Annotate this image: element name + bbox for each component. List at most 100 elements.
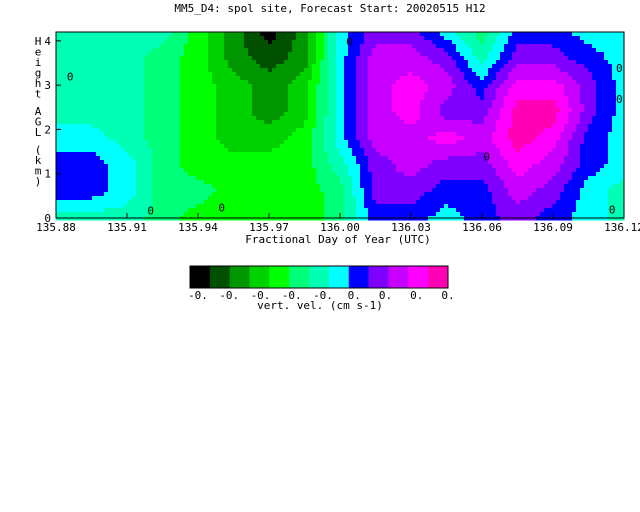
heatmap-cell (56, 156, 61, 161)
heatmap-cell (108, 80, 113, 85)
heatmap-cell (508, 44, 513, 49)
heatmap-cell (272, 136, 277, 141)
heatmap-cell (460, 72, 465, 77)
heatmap-cell (240, 160, 245, 165)
heatmap-cell (120, 84, 125, 89)
heatmap-cell (276, 108, 281, 113)
heatmap-cell (540, 76, 545, 81)
heatmap-cell (260, 40, 265, 45)
heatmap-cell (564, 40, 569, 45)
heatmap-cell (612, 44, 617, 49)
heatmap-cell (56, 56, 61, 61)
heatmap-cell (116, 128, 121, 133)
heatmap-cell (296, 156, 301, 161)
heatmap-cell (568, 36, 573, 41)
heatmap-cell (180, 52, 185, 57)
heatmap-cell (604, 88, 609, 93)
heatmap-cell (320, 68, 325, 73)
heatmap-cell (296, 88, 301, 93)
heatmap-cell (216, 132, 221, 137)
heatmap-cell (500, 48, 505, 53)
heatmap-cell (136, 88, 141, 93)
heatmap-cell (580, 56, 585, 61)
heatmap-cell (124, 140, 129, 145)
heatmap-cell (240, 88, 245, 93)
heatmap-cell (376, 68, 381, 73)
heatmap-cell (584, 72, 589, 77)
heatmap-cell (576, 76, 581, 81)
heatmap-cell (276, 52, 281, 57)
heatmap-cell (232, 32, 237, 37)
heatmap-cell (552, 136, 557, 141)
heatmap-cell (368, 112, 373, 117)
heatmap-cell (548, 128, 553, 133)
heatmap-cell (508, 84, 513, 89)
heatmap-cell (496, 156, 501, 161)
heatmap-cell (160, 48, 165, 53)
heatmap-cell (592, 40, 597, 45)
heatmap-cell (364, 60, 369, 65)
heatmap-cell (240, 40, 245, 45)
heatmap-cell (252, 152, 257, 157)
heatmap-cell (420, 68, 425, 73)
heatmap-cell (60, 40, 65, 45)
heatmap-cell (284, 40, 289, 45)
heatmap-cell (352, 60, 357, 65)
heatmap-cell (568, 108, 573, 113)
heatmap-cell (308, 108, 313, 113)
heatmap-cell (524, 148, 529, 153)
heatmap-cell (152, 164, 157, 169)
heatmap-cell (360, 112, 365, 117)
heatmap-cell (520, 40, 525, 45)
heatmap-cell (456, 80, 461, 85)
heatmap-cell (568, 40, 573, 45)
heatmap-cell (84, 40, 89, 45)
heatmap-cell (208, 56, 213, 61)
heatmap-cell (100, 136, 105, 141)
heatmap-cell (344, 56, 349, 61)
heatmap-cell (184, 140, 189, 145)
heatmap-cell (424, 84, 429, 89)
heatmap-cell (204, 164, 209, 169)
heatmap-cell (476, 80, 481, 85)
heatmap-cell (320, 128, 325, 133)
heatmap-cell (60, 172, 65, 177)
heatmap-cell (404, 160, 409, 165)
heatmap-cell (348, 136, 353, 141)
heatmap-cell (464, 72, 469, 77)
heatmap-cell (488, 56, 493, 61)
heatmap-cell (444, 92, 449, 97)
heatmap-cell (280, 156, 285, 161)
heatmap-cell (200, 164, 205, 169)
heatmap-cell (68, 52, 73, 57)
heatmap-cell (412, 116, 417, 121)
heatmap-cell (244, 32, 249, 37)
heatmap-cell (472, 40, 477, 45)
heatmap-cell (112, 140, 117, 145)
heatmap-cell (240, 84, 245, 89)
heatmap-cell (164, 44, 169, 49)
heatmap-cell (284, 128, 289, 133)
heatmap-cell (56, 92, 61, 97)
heatmap-cell (140, 100, 145, 105)
heatmap-cell (232, 52, 237, 57)
heatmap-cell (356, 76, 361, 81)
heatmap-cell (348, 36, 353, 41)
heatmap-cell (444, 124, 449, 129)
heatmap-cell (120, 164, 125, 169)
heatmap-cell (428, 44, 433, 49)
heatmap-cell (308, 160, 313, 165)
heatmap-cell (236, 104, 241, 109)
heatmap-cell (332, 140, 337, 145)
heatmap-cell (336, 132, 341, 137)
heatmap-cell (444, 128, 449, 133)
heatmap-cell (132, 76, 137, 81)
heatmap-cell (368, 60, 373, 65)
heatmap-cell (500, 160, 505, 165)
heatmap-cell (104, 112, 109, 117)
heatmap-cell (196, 164, 201, 169)
heatmap-cell (320, 96, 325, 101)
heatmap-cell (148, 172, 153, 177)
heatmap-cell (228, 104, 233, 109)
heatmap-cell (188, 168, 193, 173)
